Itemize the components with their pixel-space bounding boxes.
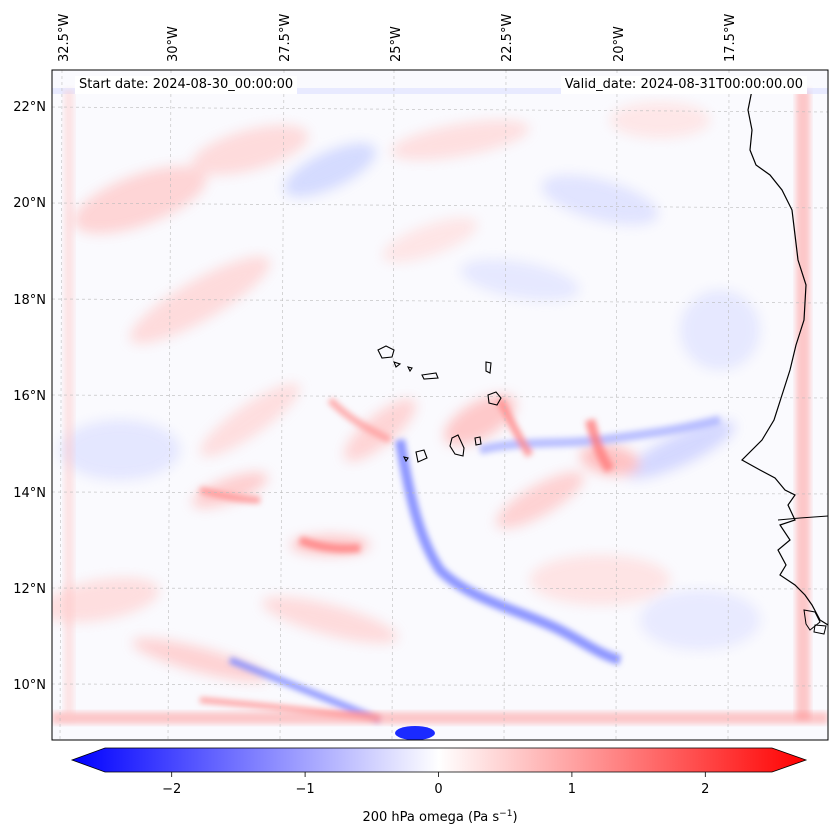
lat-label: 18°N	[13, 293, 46, 308]
colorbar-tick-label: 0	[434, 782, 442, 797]
start-date-label: Start date: 2024-08-30_00:00:00	[75, 76, 298, 94]
lon-label: 32.5°W	[57, 14, 72, 62]
colorbar-tick-label: −1	[296, 782, 315, 797]
lon-label: 30°W	[166, 26, 181, 62]
cape-verde-islands	[377, 345, 502, 463]
lat-label: 14°N	[13, 486, 46, 501]
lon-label: 20°W	[612, 26, 627, 62]
map-panel	[51, 69, 829, 741]
map-frame	[51, 69, 829, 741]
africa-coastline	[741, 89, 828, 626]
lat-labels: 22°N 20°N 18°N 16°N 14°N 12°N 10°N	[13, 100, 46, 693]
lat-label: 20°N	[13, 196, 46, 211]
colorbar-bar	[70, 747, 808, 773]
lat-label: 10°N	[13, 678, 46, 693]
colorbar-ticks: −2 −1 0 1 2	[162, 772, 709, 797]
lat-label: 22°N	[13, 100, 46, 115]
omega-field	[52, 88, 828, 740]
lon-label: 27.5°W	[278, 14, 293, 62]
valid-date-label: Valid_date: 2024-08-31T00:00:00.00	[560, 76, 807, 94]
lon-labels: 32.5°W 30°W 27.5°W 25°W 22.5°W 20°W 17.5…	[57, 14, 738, 62]
colorbar: −2 −1 0 1 2 200 hPa omega (Pa s−1)	[70, 747, 808, 825]
lat-label: 12°N	[13, 582, 46, 597]
colorbar-tick-label: −2	[162, 782, 181, 797]
lon-label: 25°W	[389, 26, 404, 62]
colorbar-tick-label: 2	[701, 782, 709, 797]
colorbar-tick-label: 1	[568, 782, 576, 797]
lon-label: 22.5°W	[500, 14, 515, 62]
lat-label: 16°N	[13, 389, 46, 404]
lon-label: 17.5°W	[723, 14, 738, 62]
colorbar-label: 200 hPa omega (Pa s−1)	[362, 809, 517, 825]
gridlines	[52, 70, 828, 740]
